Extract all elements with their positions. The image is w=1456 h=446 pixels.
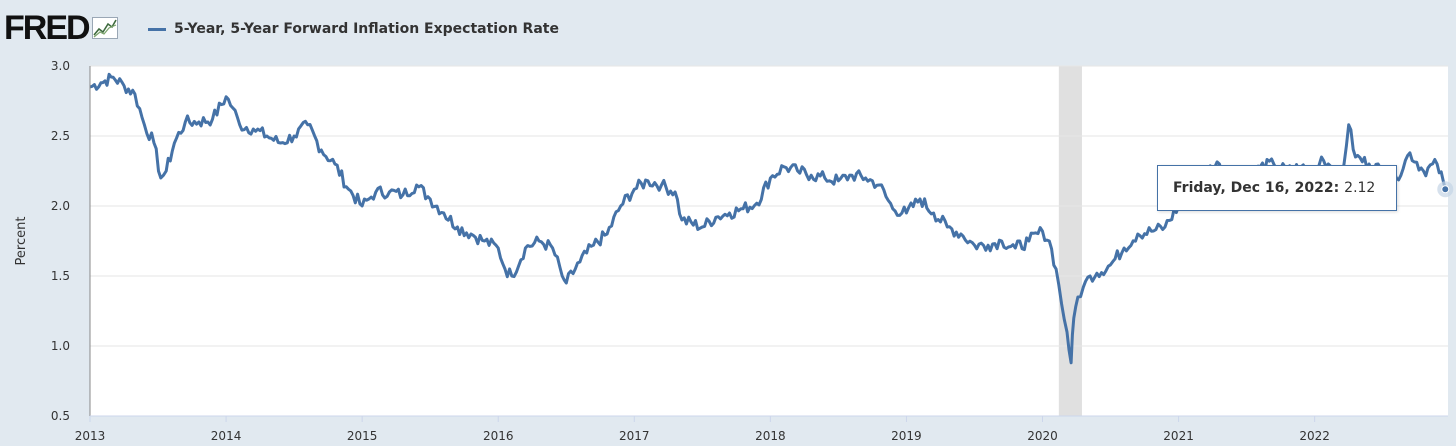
hover-point[interactable] <box>1441 185 1450 194</box>
x-tick-label: 2019 <box>891 429 922 443</box>
tooltip-value: 2.12 <box>1344 180 1376 196</box>
x-tick-label: 2020 <box>1027 429 1058 443</box>
y-tick-label: 0.5 <box>51 409 70 423</box>
recession-shading-layer <box>1058 66 1082 416</box>
x-tick-label: 2021 <box>1163 429 1194 443</box>
y-tick-label: 1.5 <box>51 269 70 283</box>
fred-logo[interactable]: FRED <box>4 8 118 48</box>
x-tick-label: 2014 <box>211 429 242 443</box>
y-axis-label: Percent <box>14 217 29 266</box>
x-tick-label: 2013 <box>75 429 106 443</box>
x-tick-label: 2018 <box>755 429 786 443</box>
line-graph-icon <box>91 17 118 39</box>
data-tooltip: Friday, Dec 16, 2022: 2.12 <box>1157 165 1397 211</box>
x-tick-label: 2015 <box>347 429 378 443</box>
recession-band <box>1058 66 1082 416</box>
x-tick-label: 2016 <box>483 429 514 443</box>
plot-area <box>90 66 1448 416</box>
y-tick-label: 2.5 <box>51 129 70 143</box>
y-tick-label: 3.0 <box>51 59 70 73</box>
fred-logo-text: FRED <box>4 8 91 47</box>
axis-layer: 0.5 1.0 1.5 2.0 2.5 3.0 2013 2014 2015 2016 2017 20… <box>51 59 1448 443</box>
chart-legend[interactable]: 5-Year, 5-Year Forward Inflation Expecta… <box>148 18 559 40</box>
legend-series-label: 5-Year, 5-Year Forward Inflation Expecta… <box>174 21 559 37</box>
x-tick-label: 2022 <box>1299 429 1330 443</box>
y-tick-label: 1.0 <box>51 339 70 353</box>
tooltip-date: Friday, Dec 16, 2022: <box>1173 180 1340 196</box>
y-tick-label: 2.0 <box>51 199 70 213</box>
chart-header: FRED 5-Year, 5-Year Forward Inflation Ex… <box>0 0 1456 56</box>
x-tick-label: 2017 <box>619 429 650 443</box>
legend-swatch <box>148 27 166 31</box>
